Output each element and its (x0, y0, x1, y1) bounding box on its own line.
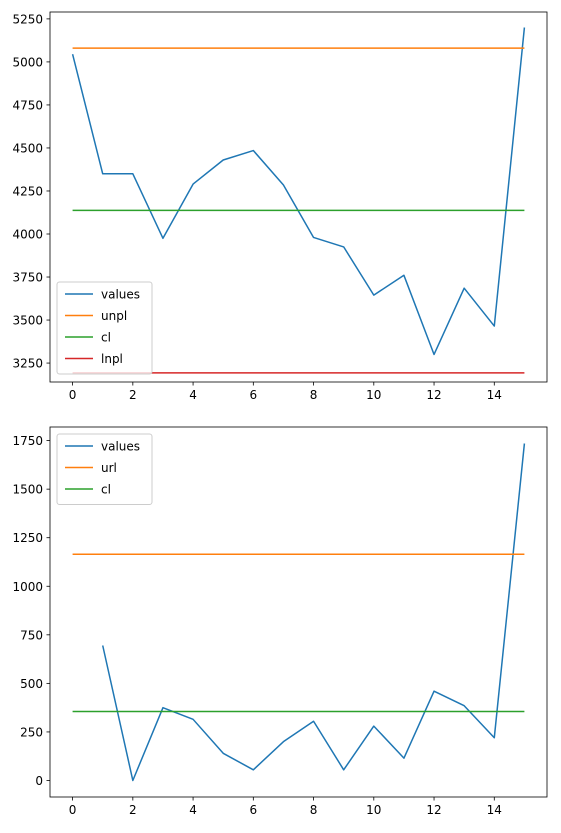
y-tick-label: 1000 (12, 580, 43, 594)
y-tick-label: 1750 (12, 434, 43, 448)
x-tick-label: 10 (366, 388, 381, 402)
x-tick-label: 0 (69, 803, 77, 817)
legend-label-values: values (101, 288, 140, 302)
x-tick-label: 12 (426, 803, 441, 817)
x-tick-label: 4 (189, 388, 197, 402)
x-tick-label: 14 (487, 388, 502, 402)
chart-2: 0 2 4 6 8 10 12 14 0 250 500 750 1000 1250 1500 1750 val… (12, 426, 548, 817)
legend-label-cl: cl (101, 331, 111, 345)
legend-box (56, 281, 153, 375)
legend: values url cl (56, 433, 153, 505)
legend-label-unpl: unpl (101, 309, 127, 323)
y-tick-label: 4500 (12, 141, 43, 155)
x-tick-label: 4 (189, 803, 197, 817)
x-tick-label: 6 (249, 803, 257, 817)
x-tick-label: 10 (366, 803, 381, 817)
y-tick-label: 500 (20, 677, 43, 691)
legend-label-cl: cl (101, 483, 111, 497)
legend-label-values: values (101, 440, 140, 454)
plot-frame (49, 11, 548, 383)
x-tick-label: 8 (310, 803, 318, 817)
x-tick-label: 2 (129, 388, 137, 402)
x-tick-label: 0 (69, 388, 77, 402)
legend-label-url: url (101, 461, 117, 475)
x-tick-label: 6 (249, 388, 257, 402)
legend: values unpl cl lnpl (56, 281, 153, 375)
y-tick-label: 1500 (12, 483, 43, 497)
y-tick-label: 4750 (12, 98, 43, 112)
chart-1: 0 2 4 6 8 10 12 14 3250 3500 3750 4000 4250 4500 4750 5… (12, 11, 548, 402)
y-tick-label: 5000 (12, 55, 43, 69)
legend-box (56, 433, 153, 505)
y-tick-label: 250 (20, 725, 43, 739)
x-tick-label: 12 (426, 388, 441, 402)
x-tick-label: 8 (310, 388, 318, 402)
y-tick-label: 3500 (12, 314, 43, 328)
y-tick-label: 5250 (12, 12, 43, 26)
y-tick-label: 4000 (12, 228, 43, 242)
y-tick-label: 3750 (12, 271, 43, 285)
x-tick-label: 2 (129, 803, 137, 817)
series-line-values (101, 443, 526, 782)
y-tick-label: 3250 (12, 357, 43, 371)
y-tick-label: 750 (20, 628, 43, 642)
plot-frame (49, 426, 548, 798)
legend-label-lnpl: lnpl (101, 352, 123, 366)
series-line-values (71, 27, 526, 356)
y-tick-label: 1250 (12, 531, 43, 545)
y-tick-label: 4250 (12, 184, 43, 198)
x-tick-label: 14 (487, 803, 502, 817)
y-tick-label: 0 (35, 774, 43, 788)
